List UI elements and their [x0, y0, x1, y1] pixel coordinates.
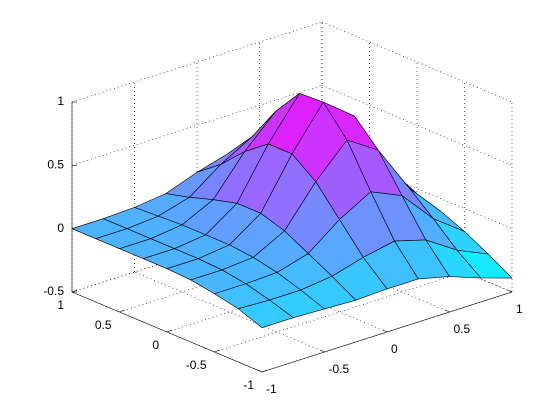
- x-tick-label: -0.5: [329, 362, 350, 376]
- y-tick: [71, 289, 78, 293]
- x-tick: [320, 349, 325, 353]
- y-tick: [261, 369, 268, 373]
- x-tick-label: -1: [266, 382, 277, 396]
- y-tick-label: 1: [57, 298, 64, 312]
- x-tick: [382, 329, 388, 333]
- z-tick-label: 0: [57, 221, 64, 235]
- surface-face: [237, 299, 294, 328]
- x-tick-label: 1: [516, 302, 523, 316]
- x-tick-label: 0: [391, 342, 398, 356]
- z-tick-label: -0.5: [43, 284, 64, 298]
- y-tick: [214, 349, 220, 353]
- x-tick: [445, 309, 450, 313]
- x-tick: [507, 289, 513, 293]
- y-tick: [119, 309, 125, 313]
- y-tick-label: 0: [152, 338, 159, 352]
- y-tick-label: 0.5: [95, 318, 112, 332]
- z-tick-label: 0.5: [47, 158, 64, 172]
- z-tick-label: 1: [57, 94, 64, 108]
- y-tick: [166, 329, 173, 333]
- y-tick-label: -1: [243, 378, 254, 392]
- x-tick: [257, 369, 263, 373]
- y-tick-label: -0.5: [186, 358, 207, 372]
- x-tick-label: 0.5: [454, 322, 471, 336]
